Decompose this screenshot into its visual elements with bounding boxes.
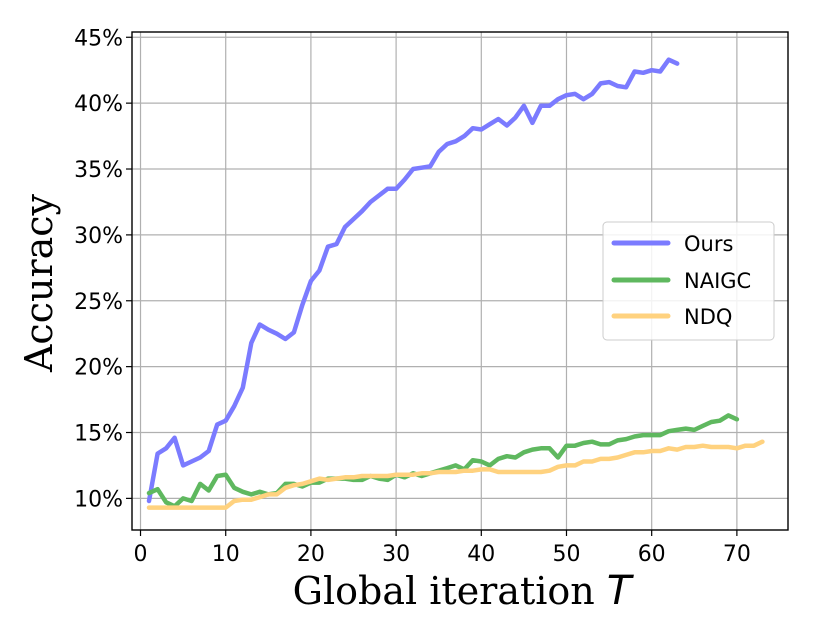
x-tick-label: 40 <box>467 542 495 567</box>
series-layer <box>146 57 765 510</box>
x-tick-label: 0 <box>134 542 148 567</box>
x-tick-label: 70 <box>723 542 751 567</box>
series-line-ours <box>146 57 680 504</box>
x-axis-label-variable: T <box>607 568 635 614</box>
legend-label-naigc: NAIGC <box>684 269 751 293</box>
y-tick-label: 30% <box>74 224 123 249</box>
x-tick-label: 60 <box>638 542 666 567</box>
y-tick-label: 10% <box>74 487 123 512</box>
legend-box <box>602 221 775 341</box>
y-axis-label: Accuracy <box>17 193 61 373</box>
legend-label-ours: Ours <box>684 232 733 256</box>
series-line-naigc <box>146 413 740 509</box>
x-tick-label: 50 <box>552 542 580 567</box>
legend: Ours NAIGC NDQ <box>602 221 775 341</box>
x-tick-label: 30 <box>382 542 410 567</box>
tick-layer: 0 10 20 30 40 50 60 70 10% 15% 20% 25% 30% 35% 40% 45% <box>74 26 751 567</box>
x-tick-label: 10 <box>212 542 240 567</box>
series-line-ndq <box>146 439 765 510</box>
y-tick-label: 40% <box>74 92 123 117</box>
legend-label-ndq: NDQ <box>684 305 732 329</box>
y-tick-label: 25% <box>74 290 123 315</box>
y-tick-label: 20% <box>74 356 123 381</box>
y-tick-label: 35% <box>74 158 123 183</box>
x-axis-label-text: Global iteration <box>293 569 595 613</box>
y-tick-label: 45% <box>74 26 123 51</box>
x-axis-label: Global iteration T <box>293 568 635 614</box>
y-tick-label: 15% <box>74 422 123 447</box>
x-tick-label: 20 <box>297 542 325 567</box>
plot-frame <box>131 31 789 531</box>
